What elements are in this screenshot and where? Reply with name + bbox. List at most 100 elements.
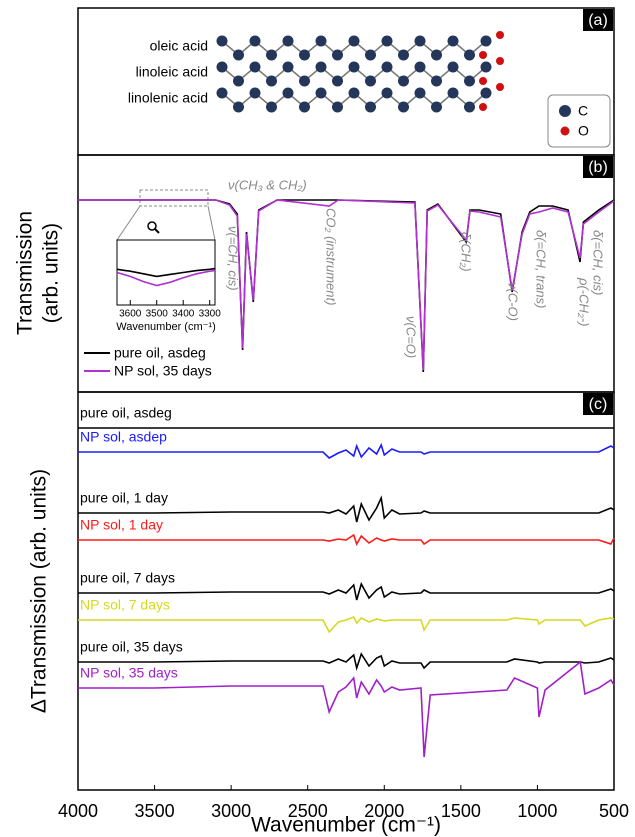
carbon-atom (282, 87, 294, 99)
molecule-drawing (216, 31, 504, 113)
molecule-label: linoleic acid (136, 64, 208, 80)
atom-legend-label: C (578, 103, 588, 119)
carbon-atom (381, 35, 393, 47)
series-line (78, 199, 615, 371)
carbon-atom (365, 49, 376, 61)
magnifier-icon (147, 221, 157, 231)
carbon-atom (332, 75, 343, 87)
carbon-atom (447, 61, 459, 73)
molecule-label: oleic acid (150, 38, 208, 54)
annotation: ν(C=O) (404, 316, 419, 358)
carbon-atom (447, 87, 459, 99)
annotation: δ(=CH, cis) (591, 230, 606, 295)
atom-icon (560, 126, 570, 136)
panel-label: (c) (589, 396, 608, 413)
carbon-atom (233, 49, 244, 61)
x-tick-label: 3400 (172, 309, 195, 320)
x-tick-label: 2000 (364, 801, 404, 821)
carbon-atom (365, 101, 376, 113)
panel-a-frame (77, 7, 615, 156)
carbon-atom (398, 75, 409, 87)
series-label: pure oil, 35 days (80, 639, 183, 655)
carbon-atom (299, 49, 310, 61)
carbon-atom (266, 75, 277, 87)
carbon-atom (431, 49, 442, 61)
carbon-atom (398, 49, 409, 61)
oxygen-atom (496, 83, 504, 91)
carbon-atom (447, 35, 459, 47)
carbon-atom (414, 61, 426, 73)
carbon-atom (414, 35, 426, 47)
carbon-atom (315, 61, 327, 73)
carbon-atom (249, 35, 261, 47)
carbon-atom (348, 35, 360, 47)
carbon-atom (299, 75, 310, 87)
carbon-atom (216, 35, 228, 47)
panel-label-box (583, 9, 613, 31)
carbon-atom (266, 49, 277, 61)
oxygen-atom (496, 31, 504, 39)
panel-label: (a) (588, 12, 608, 29)
oxygen-atom (479, 77, 487, 85)
molecule-label: linolenic acid (128, 90, 208, 106)
carbon-atom (431, 75, 442, 87)
carbon-atom (249, 61, 261, 73)
oxygen-atom (496, 57, 504, 65)
zoom-connector (116, 205, 141, 241)
zoom-region (139, 189, 209, 207)
panel-label: (b) (588, 159, 608, 176)
series-line (78, 533, 615, 546)
carbon-atom (282, 61, 294, 73)
carbon-atom (480, 87, 492, 99)
series-line (116, 267, 216, 278)
x-axis-label: Wavenumber (cm⁻¹) (251, 814, 441, 837)
series-line (78, 615, 615, 634)
carbon-atom (216, 87, 228, 99)
carbon-atom (381, 87, 393, 99)
x-tick-label: 1500 (441, 801, 481, 821)
carbon-atom (480, 35, 492, 47)
series-line (116, 269, 216, 287)
carbon-atom (398, 101, 409, 113)
series-line (78, 581, 615, 601)
x-tick-label: 3500 (146, 309, 169, 320)
x-tick-label: 4000 (58, 801, 98, 821)
x-tick-label: 500 (599, 801, 629, 821)
carbon-atom (282, 35, 294, 47)
carbon-atom (266, 101, 277, 113)
series-label: NP sol, 35 days (80, 665, 178, 681)
carbon-atom (480, 61, 492, 73)
series-label: pure oil, 7 days (80, 570, 175, 586)
annotation: δ(CH₂) (459, 232, 474, 272)
atom-icon (559, 105, 571, 117)
carbon-atom (249, 87, 261, 99)
series-label: NP sol, 7 days (80, 597, 170, 613)
series-line (78, 495, 615, 523)
annotation: ν(CH₃ & CH₂) (228, 177, 307, 192)
x-tick-label: 3600 (119, 309, 142, 320)
series-line (78, 442, 615, 459)
panel-label-box (583, 393, 613, 415)
series-label: NP sol, asdep (80, 429, 167, 445)
carbon-atom (381, 61, 393, 73)
x-tick-label: 2500 (288, 801, 328, 821)
legend-label: pure oil, asdeg (114, 345, 206, 361)
carbon-atom (299, 101, 310, 113)
legend-label: NP sol, 35 days (114, 363, 212, 379)
carbon-atom (216, 61, 228, 73)
carbon-atom (464, 101, 475, 113)
annotation: ρ(-CH₂-) (577, 277, 592, 327)
carbon-atom (332, 101, 343, 113)
carbon-atom (315, 87, 327, 99)
x-tick-label: 3300 (199, 309, 222, 320)
series-line (78, 652, 615, 671)
y-axis-label: ΔTransmission (arb. units) (28, 469, 51, 713)
annotation: ν(C-O) (506, 282, 521, 321)
carbon-atom (365, 75, 376, 87)
carbon-atom (348, 61, 360, 73)
carbon-atom (233, 101, 244, 113)
carbon-atom (464, 75, 475, 87)
x-tick-label: 3000 (211, 801, 251, 821)
